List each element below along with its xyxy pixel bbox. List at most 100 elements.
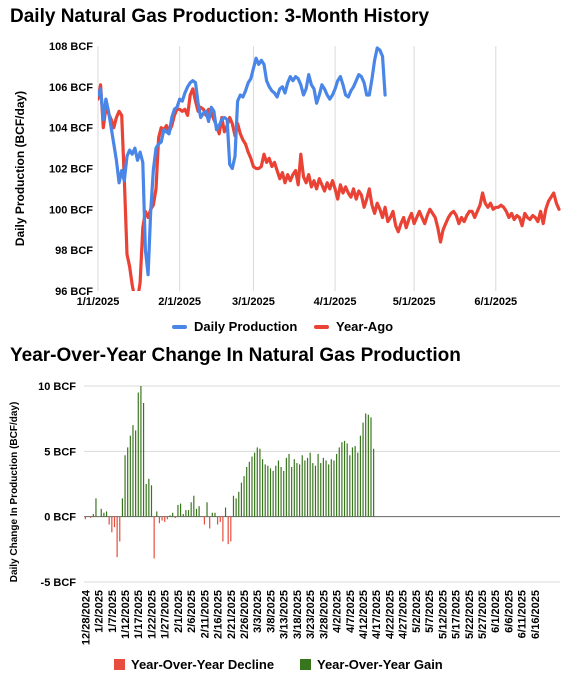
- x-tick-label: 6/11/2025: [517, 590, 529, 638]
- x-tick-label: 5/2/2025: [411, 590, 423, 633]
- bar-yoy-decline: [90, 516, 92, 518]
- bar-yoy-gain: [346, 443, 348, 517]
- x-tick-label: 3/13/2025: [279, 590, 291, 639]
- bar-yoy-gain: [351, 447, 354, 517]
- bar-yoy-gain: [206, 502, 208, 517]
- bar-yoy-decline: [222, 516, 224, 542]
- bar-yoy-decline: [166, 516, 168, 520]
- bar-yoy-gain: [235, 498, 237, 517]
- bar-yoy-decline: [161, 516, 163, 521]
- bar-yoy-gain: [328, 464, 330, 517]
- y-tick-label: -5 BCF: [41, 577, 77, 589]
- bar-yoy-gain: [95, 498, 97, 517]
- bar-yoy-gain: [124, 455, 126, 517]
- bar-yoy-decline: [108, 516, 110, 525]
- bar-yoy-gain: [275, 465, 277, 517]
- x-tick-label: 1/7/2025: [107, 590, 119, 633]
- x-tick-label: 2/16/2025: [213, 590, 225, 639]
- bar-yoy-decline: [209, 516, 211, 529]
- bar-yoy-decline: [158, 516, 161, 524]
- x-tick-label: 4/7/2025: [345, 590, 357, 633]
- x-tick-label: 6/1/2025: [490, 590, 502, 633]
- x-tick-label: 4/17/2025: [371, 590, 383, 639]
- y-tick-label: 5 BCF: [44, 446, 76, 458]
- bar-yoy-gain: [92, 514, 94, 517]
- legend-label-yoy-gain: Year-Over-Year Gain: [317, 657, 443, 672]
- y-tick-label: 108 BCF: [49, 41, 93, 53]
- bar-yoy-gain: [365, 413, 367, 517]
- bar-yoy-gain: [291, 467, 293, 517]
- bar-yoy-gain: [140, 386, 142, 517]
- bar-yoy-gain: [317, 453, 319, 517]
- bar-yoy-gain: [156, 511, 158, 517]
- x-tick-label: 2/21/2025: [226, 590, 238, 639]
- legend-year-ago: Year-Ago: [314, 319, 393, 334]
- x-tick-label: 2/11/2025: [199, 590, 211, 638]
- bar-yoy-gain: [243, 476, 245, 517]
- legend-yoy-decline: Year-Over-Year Decline: [114, 657, 274, 672]
- bar-yoy-gain: [280, 467, 282, 517]
- bar-yoy-gain: [238, 491, 240, 517]
- y-axis-label: Daily Change In Production (BCF/day): [9, 402, 20, 583]
- bar-yoy-gain: [150, 485, 153, 517]
- x-tick-label: 3/23/2025: [305, 590, 317, 639]
- bar-yoy-gain: [373, 448, 375, 517]
- bar-yoy-decline: [116, 516, 118, 558]
- bar-yoy-gain: [277, 460, 280, 517]
- x-tick-label: 4/27/2025: [398, 590, 410, 639]
- bar-yoy-gain: [182, 514, 184, 517]
- bar-yoy-gain: [336, 453, 338, 517]
- bar-yoy-decline: [113, 516, 116, 528]
- x-tick-label: 2/1/2025: [173, 590, 185, 633]
- bar-yoy-gain: [198, 506, 200, 517]
- bar-yoy-gain: [145, 484, 147, 517]
- x-tick-label: 2/6/2025: [186, 590, 198, 633]
- bar-yoy-decline: [217, 516, 219, 525]
- bar-yoy-gain: [333, 460, 335, 517]
- bar-yoy-gain: [320, 463, 322, 517]
- x-tick-label: 3/18/2025: [292, 590, 304, 639]
- bar-yoy-gain: [177, 504, 179, 517]
- x-tick-label: 5/27/2025: [477, 590, 489, 639]
- bar-yoy-gain: [137, 392, 139, 517]
- bar-yoy-gain: [142, 402, 145, 517]
- legend-swatch-daily-production: [172, 324, 187, 329]
- bar-yoy-gain: [325, 460, 327, 517]
- bar-yoy-gain: [248, 461, 250, 517]
- x-tick-label: 6/1/2025: [474, 296, 517, 308]
- bar-yoy-gain: [103, 512, 105, 517]
- bar-yoy-gain: [195, 508, 198, 517]
- y-tick-label: 98 BCF: [55, 245, 93, 257]
- bar-yoy-gain: [296, 463, 298, 517]
- legend-label-yoy-decline: Year-Over-Year Decline: [131, 657, 275, 672]
- bar-yoy-gain: [343, 440, 346, 517]
- bar-yoy-gain: [259, 448, 261, 517]
- bar-yoy-gain: [224, 507, 227, 517]
- legend-label-daily-production: Daily Production: [194, 319, 298, 334]
- bar-yoy-gain: [187, 510, 190, 517]
- bar-yoy-gain: [330, 459, 332, 517]
- bar-yoy-gain: [261, 459, 264, 517]
- x-tick-label: 2/26/2025: [239, 590, 251, 639]
- legend-daily-production: Daily Production: [172, 319, 297, 334]
- series-line-year-ago: [98, 83, 561, 291]
- bar-yoy-gain: [272, 470, 274, 517]
- y-tick-label: 96 BCF: [55, 286, 93, 298]
- y-axis-label: Daily Production (BCF/day): [13, 91, 27, 246]
- bar-yoy-gain: [357, 452, 359, 517]
- bar-yoy-gain: [285, 457, 287, 517]
- chart-title-production-history: Daily Natural Gas Production: 3-Month Hi…: [10, 6, 430, 27]
- bar-yoy-gain: [232, 495, 235, 517]
- bar-yoy-decline: [230, 516, 232, 542]
- x-tick-label: 5/7/2025: [424, 590, 436, 633]
- bar-yoy-gain: [169, 515, 171, 517]
- bar-yoy-gain: [251, 456, 253, 517]
- bar-yoy-gain: [100, 508, 102, 517]
- bar-yoy-gain: [121, 498, 124, 517]
- legend-swatch-yoy-decline: [114, 659, 125, 670]
- bar-yoy-gain: [283, 470, 285, 517]
- bar-yoy-gain: [148, 478, 150, 517]
- y-tick-label: 104 BCF: [49, 123, 93, 135]
- production-history-chart: 1/1/2025 2/1/2025 3/1/2025 4/1/2025 5/1/2025…: [13, 41, 561, 308]
- legend-yoy-gain: Year-Over-Year Gain: [300, 657, 443, 672]
